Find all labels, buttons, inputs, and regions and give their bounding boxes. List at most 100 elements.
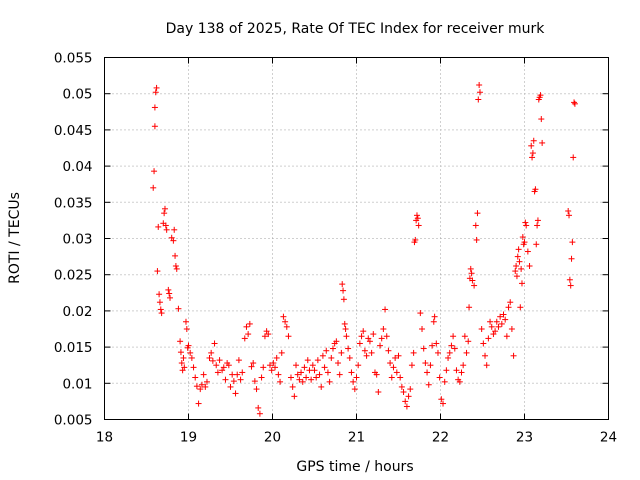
data-point [177, 349, 184, 356]
data-point [299, 378, 306, 385]
data-point [314, 357, 321, 364]
y-tick-label: 0.055 [54, 51, 93, 67]
data-point [395, 352, 402, 359]
data-point [420, 345, 427, 352]
data-point [301, 364, 308, 371]
y-axis-tick-labels: 0.005 0.01 0.015 0.02 0.025 0.03 0.035 0.04 0.04… [54, 51, 93, 429]
data-point [398, 383, 405, 390]
data-point [528, 142, 535, 149]
data-point [521, 239, 528, 246]
data-point [502, 316, 509, 323]
data-point [154, 268, 161, 275]
data-point [306, 367, 313, 374]
data-point [393, 369, 400, 376]
data-points [150, 82, 578, 417]
data-point [319, 352, 326, 359]
data-point [405, 393, 412, 400]
data-point [440, 400, 447, 407]
data-point [185, 342, 192, 349]
data-point [287, 374, 294, 381]
data-point [222, 376, 229, 383]
data-point [500, 311, 507, 318]
data-point [390, 364, 397, 371]
data-point [193, 383, 200, 390]
data-point [568, 255, 575, 262]
data-point [492, 328, 499, 335]
data-point [190, 364, 197, 371]
data-point [192, 374, 199, 381]
data-point [253, 386, 260, 393]
data-point [468, 270, 475, 277]
data-point [519, 234, 526, 241]
data-point [229, 371, 236, 378]
x-tick-label: 24 [600, 430, 617, 446]
data-point [407, 386, 414, 393]
data-point [251, 378, 258, 385]
data-point [360, 328, 367, 335]
data-point [508, 326, 515, 332]
data-point [415, 222, 422, 229]
data-point [230, 378, 237, 385]
data-point [523, 222, 530, 229]
data-point [243, 323, 250, 330]
data-point [232, 390, 239, 397]
data-point [465, 338, 472, 345]
data-point [448, 342, 455, 349]
data-point [216, 357, 223, 364]
data-point [485, 335, 492, 342]
data-point [413, 212, 420, 219]
data-point [265, 331, 272, 338]
data-point [178, 360, 185, 367]
data-point [446, 349, 453, 356]
data-point [272, 364, 279, 371]
data-point [392, 354, 399, 361]
data-point [170, 237, 177, 244]
data-point [445, 354, 452, 361]
y-tick-label: 0.035 [54, 195, 93, 211]
data-point [239, 369, 246, 376]
data-point [537, 92, 544, 99]
data-point [366, 338, 373, 345]
data-point [571, 99, 578, 106]
data-point [570, 154, 577, 161]
x-axis-label: GPS time / hours [296, 459, 413, 475]
data-point [458, 369, 465, 376]
data-point [343, 333, 350, 340]
data-point [161, 210, 168, 217]
data-point [370, 331, 377, 338]
y-tick-label: 0.03 [62, 232, 92, 248]
data-point [480, 340, 487, 347]
data-point [385, 347, 392, 354]
data-point [329, 345, 336, 352]
data-point [324, 369, 331, 376]
data-point [515, 246, 522, 253]
data-point [183, 326, 190, 332]
data-point [380, 326, 387, 332]
data-point [151, 168, 158, 175]
data-point [296, 376, 303, 383]
data-point [173, 265, 180, 272]
data-point [256, 410, 263, 417]
data-point [313, 374, 320, 381]
data-point [280, 313, 287, 320]
data-point [304, 357, 311, 364]
x-tick-label: 21 [348, 430, 365, 446]
data-point [339, 281, 346, 288]
data-point [195, 400, 202, 407]
data-point [167, 294, 174, 301]
data-point [363, 352, 370, 359]
data-point [260, 364, 267, 371]
data-point [293, 362, 300, 369]
data-point [383, 333, 390, 340]
data-point [529, 154, 536, 161]
data-point [466, 304, 473, 311]
data-point [214, 369, 221, 376]
data-point [471, 282, 478, 289]
data-point [341, 320, 348, 327]
data-point [530, 137, 537, 144]
data-point [321, 364, 328, 371]
data-point [460, 362, 467, 369]
data-point [478, 326, 485, 332]
data-point [382, 306, 389, 313]
data-point [206, 354, 213, 361]
